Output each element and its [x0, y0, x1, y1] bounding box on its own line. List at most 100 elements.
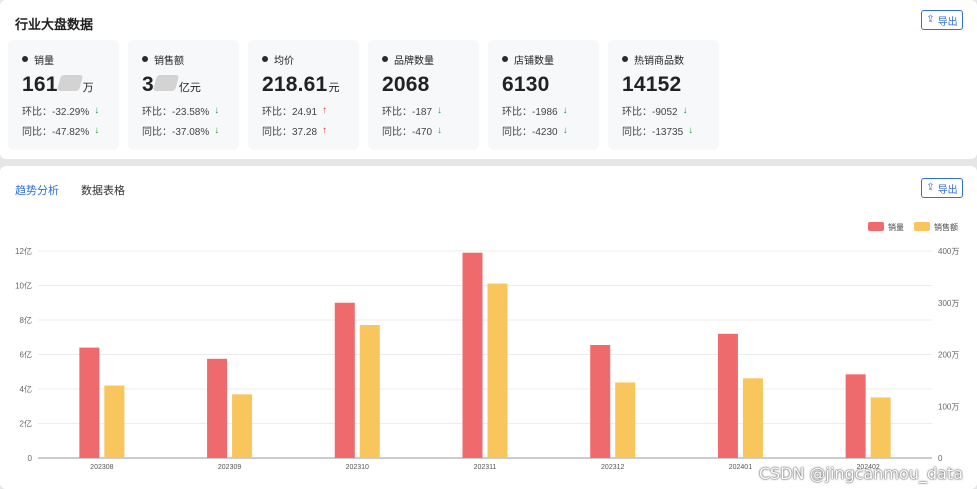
metric-unit: 元: [328, 82, 340, 94]
arrow-down-icon: ↓: [214, 124, 220, 136]
metric-card: 热销商品数 14152 环比：-9052 ↓ 同比：-13735 ↓: [608, 40, 719, 150]
arrow-down-icon: ↓: [562, 104, 568, 116]
tab-data-table[interactable]: 数据表格: [81, 185, 125, 197]
bullet-icon: [382, 56, 388, 62]
bar-sales-amount: [615, 382, 636, 458]
bullet-icon: [502, 56, 508, 62]
metric-unit: 亿元: [178, 82, 201, 94]
bar-sales-amount: [104, 385, 125, 458]
metric-unit: 万: [82, 82, 94, 94]
legend-swatch: [868, 222, 884, 231]
bar-sales-amount: [487, 283, 508, 458]
left-axis-tick-label: 4亿: [20, 384, 32, 394]
left-axis-tick-label: 12亿: [15, 246, 32, 256]
left-axis-tick-label: 10亿: [15, 281, 32, 291]
metric-value: 218.61: [262, 73, 328, 96]
bar-sales-amount: [742, 378, 763, 458]
bar-sales-volume: [590, 345, 611, 458]
metric-card: 销售额 3 亿元环比：-23.58% ↓ 同比：-37.08% ↓: [128, 40, 239, 150]
legend-label: 销量: [888, 222, 904, 232]
bar-sales-amount: [232, 394, 253, 458]
tab-trend-analysis[interactable]: 趋势分析: [15, 185, 59, 197]
bar-sales-volume: [845, 374, 866, 458]
right-axis-tick-label: 300万: [938, 299, 959, 308]
bar-sales-volume: [79, 347, 100, 458]
arrow-down-icon: ↓: [682, 104, 688, 116]
metric-label: 热销商品数: [634, 55, 684, 67]
metric-label: 品牌数量: [394, 55, 434, 67]
metric-mom: 环比：-23.58%: [142, 106, 210, 118]
metric-yoy: 同比：-13735: [622, 126, 684, 138]
right-axis-tick-label: 200万: [938, 351, 959, 360]
upload-icon: ⇪: [926, 182, 935, 193]
metric-label: 销量: [34, 55, 54, 67]
x-axis-tick-label: 202310: [346, 464, 369, 471]
arrow-down-icon: ↓: [94, 124, 100, 136]
metric-value: 2068: [382, 73, 430, 96]
x-axis-tick-label: 202402: [856, 464, 879, 471]
trend-tabs: 趋势分析 数据表格: [15, 182, 125, 198]
metric-yoy: 同比：-47.82%: [22, 126, 90, 138]
metric-yoy: 同比：-37.08%: [142, 126, 210, 138]
bullet-icon: [262, 56, 268, 62]
right-axis-tick-label: 0: [938, 454, 943, 463]
metric-card: 品牌数量 2068 环比：-187 ↓ 同比：-470 ↓: [368, 40, 479, 150]
arrow-down-icon: ↓: [437, 124, 443, 136]
metric-yoy: 同比：-4230: [502, 126, 558, 138]
x-axis-tick-label: 202309: [218, 464, 241, 471]
metric-label: 销售额: [154, 55, 184, 67]
overview-export-label: 导出: [937, 16, 958, 28]
right-axis-tick-label: 400万: [938, 247, 959, 256]
x-axis-tick-label: 202311: [474, 464, 497, 471]
redacted-blur: [56, 75, 83, 91]
bar-sales-amount: [870, 397, 891, 458]
overview-card: 行业大盘数据 ⇪ 导出 销量 161 万环比：-32.29% ↓ 同比：-47.82% ↓…: [0, 0, 977, 159]
metric-yoy: 同比：-470: [382, 126, 433, 138]
arrow-down-icon: ↓: [562, 124, 568, 136]
left-axis-tick-label: 0: [28, 454, 33, 463]
arrow-down-icon: ↓: [437, 104, 443, 116]
bar-sales-volume: [462, 252, 483, 458]
metric-value: 14152: [622, 73, 682, 96]
left-axis-tick-label: 8亿: [20, 315, 32, 325]
bar-sales-volume: [717, 333, 738, 458]
metric-label: 店铺数量: [514, 55, 554, 67]
left-axis-tick-label: 2亿: [20, 419, 32, 429]
bar-sales-volume: [334, 302, 355, 458]
x-axis-tick-label: 202312: [601, 464, 624, 471]
metric-cards: 销量 161 万环比：-32.29% ↓ 同比：-47.82% ↓ 销售额 3 亿元 环比：-23…: [8, 40, 719, 150]
metric-mom: 环比：-9052: [622, 106, 678, 118]
arrow-down-icon: ↓: [94, 104, 100, 116]
x-axis-tick-label: 202401: [729, 464, 752, 471]
bar-sales-volume: [207, 358, 228, 458]
metric-card: 销量 161 万环比：-32.29% ↓ 同比：-47.82% ↓: [8, 40, 119, 150]
legend-swatch: [914, 222, 930, 231]
legend-label: 销售额: [934, 222, 958, 232]
trend-bar-chart: 0 2亿 4亿 6亿 8亿 10亿 12亿 0 100万 200万 300万 400万 202308 20…: [15, 222, 959, 471]
right-axis-tick-label: 100万: [938, 402, 959, 411]
metric-card: 店铺数量 6130 环比：-1986 ↓ 同比：-4230 ↓: [488, 40, 599, 150]
watermark: CSDN @jingcanmou_data: [758, 464, 963, 483]
overview-title: 行业大盘数据: [15, 17, 94, 32]
metric-mom: 环比：24.91: [262, 106, 318, 118]
redacted-blur: [152, 75, 180, 91]
bar-sales-amount: [359, 325, 380, 458]
metric-mom: 环比：-187: [382, 106, 433, 118]
metric-label: 均价: [274, 55, 294, 67]
arrow-up-icon: ↑: [322, 104, 328, 116]
arrow-down-icon: ↓: [214, 104, 220, 116]
metric-card: 均价 218.61 元环比：24.91 ↑ 同比：37.28 ↑: [248, 40, 359, 150]
metric-mom: 环比：-1986: [502, 106, 558, 118]
bullet-icon: [142, 56, 148, 62]
arrow-up-icon: ↑: [322, 124, 328, 136]
metric-value: 3: [142, 73, 154, 96]
trend-card: 趋势分析 数据表格 ⇪ 导出 0 2亿 4亿 6亿 8亿 10亿 12亿 0 100万 200万 3…: [0, 166, 977, 489]
metric-value: 6130: [502, 73, 550, 96]
left-axis-tick-label: 6亿: [20, 350, 32, 360]
metric-yoy: 同比：37.28: [262, 126, 318, 138]
upload-icon: ⇪: [926, 14, 935, 25]
trend-export-button[interactable]: ⇪ 导出: [921, 178, 963, 198]
trend-export-label: 导出: [937, 184, 958, 196]
x-axis-tick-label: 202308: [90, 464, 113, 471]
overview-export-button[interactable]: ⇪ 导出: [921, 10, 963, 30]
